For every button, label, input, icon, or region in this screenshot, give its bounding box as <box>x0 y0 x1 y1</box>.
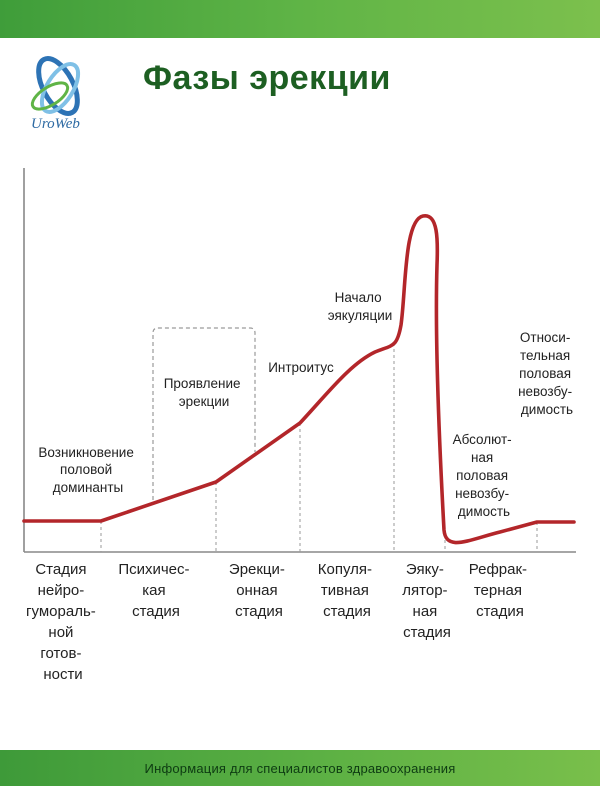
erection-phase-curve <box>22 214 576 545</box>
label-introitus: Интроитус <box>268 360 334 375</box>
erection-phases-diagram: Возникновение половой доминанты Проявлен… <box>22 168 576 683</box>
footer-text: Информация для специалистов здравоохране… <box>144 760 456 776</box>
label-dominant: Возникновение половой доминанты <box>38 445 137 495</box>
stage-dividers <box>100 343 538 552</box>
stage-copulative: Копуля- тивная стадия <box>318 561 376 620</box>
stage-erectile: Эрекци- онная стадия <box>229 561 289 620</box>
stage-refractory: Рефрак- терная стадия <box>469 561 531 620</box>
logo-text: UroWeb <box>31 116 80 132</box>
label-manifestation: Проявление эрекции <box>164 376 245 409</box>
footer-banner: Информация для специалистов здравоохране… <box>0 750 600 786</box>
stage-ejaculatory: Эяку- лятор- ная стадия <box>402 561 451 641</box>
top-banner <box>0 0 600 38</box>
page-title: Фазы эрекции <box>143 59 391 97</box>
uroweb-logo-icon <box>22 52 94 134</box>
stage-neurohumoral: Стадия нейро- гумораль- ной готов- ности <box>26 561 100 683</box>
label-relative-refractory: Относи- тельная половая невозбу- димость <box>518 330 576 417</box>
manifestation-box <box>152 327 256 500</box>
stage-psychic: Психичес- кая стадия <box>118 561 193 620</box>
label-absolute-refractory: Абсолют- ная половая невозбу- димость <box>453 432 516 519</box>
label-ejaculation-start: Начало эякуляции <box>328 290 393 323</box>
